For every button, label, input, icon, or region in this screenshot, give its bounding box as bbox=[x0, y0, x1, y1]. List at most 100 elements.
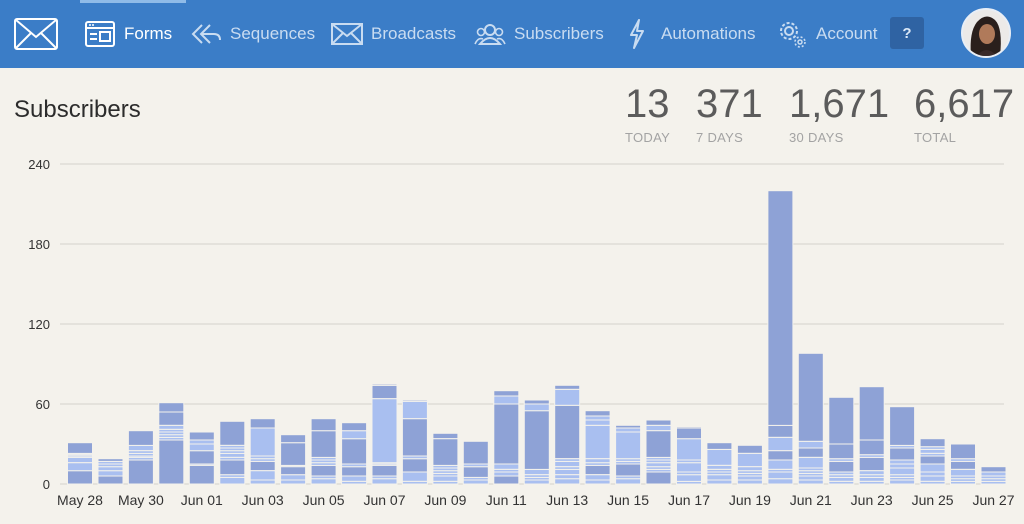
bar-jun-15[interactable] bbox=[615, 424, 642, 485]
bar-segment bbox=[523, 403, 550, 412]
bar-jun-06[interactable] bbox=[341, 422, 368, 485]
bar-segment bbox=[97, 458, 124, 462]
bar-jun-19[interactable] bbox=[736, 444, 763, 485]
bar-may-31[interactable] bbox=[158, 402, 185, 485]
bar-jun-20[interactable] bbox=[767, 190, 794, 485]
bar-jun-05[interactable] bbox=[310, 418, 337, 485]
bar-segment bbox=[584, 424, 611, 460]
stat-30-days: 1,671 30 DAYS bbox=[789, 80, 889, 145]
bar-segment bbox=[706, 448, 733, 466]
bar-may-30[interactable] bbox=[127, 430, 154, 485]
nav-label: Broadcasts bbox=[371, 24, 457, 43]
x-tick-label: Jun 25 bbox=[912, 492, 954, 508]
bar-jun-14[interactable] bbox=[584, 410, 611, 485]
nav-label: Automations bbox=[661, 24, 756, 43]
bar-segment bbox=[462, 466, 489, 478]
bar-segment bbox=[645, 424, 672, 432]
bar-segment bbox=[584, 474, 611, 481]
bar-segment bbox=[706, 464, 733, 470]
bar-jun-07[interactable] bbox=[371, 383, 398, 485]
bar-jun-01[interactable] bbox=[188, 431, 215, 485]
bar-segment bbox=[889, 447, 916, 461]
bar-jun-17[interactable] bbox=[676, 426, 702, 485]
nav-forms[interactable]: Forms bbox=[79, 0, 187, 68]
y-tick-label: 240 bbox=[28, 157, 50, 172]
nav-label: Forms bbox=[124, 24, 173, 43]
bar-segment bbox=[554, 404, 581, 460]
logo-envelope-icon[interactable] bbox=[14, 18, 58, 50]
bar-segment bbox=[493, 475, 520, 485]
bar-may-29[interactable] bbox=[97, 458, 124, 485]
bar-segment bbox=[219, 420, 246, 446]
lightning-icon bbox=[621, 18, 653, 50]
bar-jun-12[interactable] bbox=[523, 399, 550, 485]
nav-account[interactable]: Account bbox=[776, 0, 877, 68]
stat-label: TOTAL bbox=[914, 130, 957, 145]
bar-segment bbox=[797, 447, 824, 458]
bar-may-28[interactable] bbox=[67, 442, 93, 485]
bar-segment bbox=[493, 390, 520, 397]
nav-label: Account bbox=[816, 24, 878, 43]
form-icon bbox=[84, 18, 116, 50]
bar-segment bbox=[523, 468, 550, 476]
bar-segment bbox=[432, 475, 459, 482]
bar-jun-27[interactable] bbox=[980, 466, 1007, 485]
page-title: Subscribers bbox=[14, 96, 141, 123]
bar-segment bbox=[310, 478, 337, 485]
bar-jun-26[interactable] bbox=[950, 443, 976, 485]
bar-jun-22[interactable] bbox=[828, 396, 855, 485]
nav-sequences[interactable]: Sequences bbox=[190, 0, 315, 68]
bar-jun-04[interactable] bbox=[280, 434, 307, 485]
bar-segment bbox=[371, 464, 398, 477]
bar-segment bbox=[67, 462, 93, 472]
bar-segment bbox=[584, 419, 611, 426]
bar-segment bbox=[889, 463, 916, 469]
bar-segment bbox=[280, 466, 307, 476]
nav-subscribers[interactable]: Subscribers bbox=[474, 0, 604, 68]
bar-segment bbox=[341, 438, 368, 465]
x-tick-label: May 28 bbox=[57, 492, 103, 508]
bar-jun-13[interactable] bbox=[554, 384, 581, 485]
bar-segment bbox=[219, 476, 246, 485]
bar-segment bbox=[188, 439, 215, 445]
bar-segment bbox=[676, 462, 702, 473]
bar-segment bbox=[706, 479, 733, 485]
bar-segment bbox=[341, 422, 368, 432]
x-tick-label: Jun 03 bbox=[242, 492, 284, 508]
bar-jun-09[interactable] bbox=[432, 432, 459, 485]
bar-segment bbox=[432, 438, 459, 466]
bar-jun-24[interactable] bbox=[889, 406, 916, 485]
sequences-icon bbox=[190, 18, 222, 50]
stat-value: 371 bbox=[696, 82, 763, 126]
bar-segment bbox=[158, 402, 185, 413]
bar-segment bbox=[615, 427, 642, 433]
bar-jun-18[interactable] bbox=[706, 442, 733, 485]
nav-broadcasts[interactable]: Broadcasts bbox=[331, 0, 456, 68]
bar-segment bbox=[736, 452, 763, 468]
bar-segment bbox=[523, 479, 550, 485]
avatar[interactable] bbox=[961, 8, 1011, 58]
bar-jun-21[interactable] bbox=[797, 352, 824, 485]
bar-jun-08[interactable] bbox=[401, 399, 428, 485]
bar-jun-25[interactable] bbox=[919, 438, 946, 485]
bar-segment bbox=[462, 440, 489, 465]
bar-jun-02[interactable] bbox=[219, 420, 246, 485]
bar-jun-16[interactable] bbox=[645, 419, 672, 485]
bar-segment bbox=[371, 478, 398, 485]
bar-jun-23[interactable] bbox=[858, 386, 885, 485]
bar-segment bbox=[127, 450, 154, 454]
x-tick-label: Jun 21 bbox=[790, 492, 832, 508]
bar-segment bbox=[554, 474, 581, 480]
nav-automations[interactable]: Automations bbox=[621, 0, 756, 68]
bar-segment bbox=[889, 479, 916, 485]
bar-jun-10[interactable] bbox=[462, 440, 489, 485]
bar-segment bbox=[554, 458, 581, 462]
bar-jun-03[interactable] bbox=[249, 418, 276, 485]
x-tick-label: Jun 09 bbox=[424, 492, 466, 508]
bar-segment bbox=[188, 464, 215, 485]
bar-jun-11[interactable] bbox=[493, 390, 520, 485]
x-tick-label: Jun 17 bbox=[668, 492, 710, 508]
help-button[interactable]: ? bbox=[890, 17, 924, 49]
bar-segment bbox=[158, 424, 185, 430]
bar-segment bbox=[493, 471, 520, 477]
